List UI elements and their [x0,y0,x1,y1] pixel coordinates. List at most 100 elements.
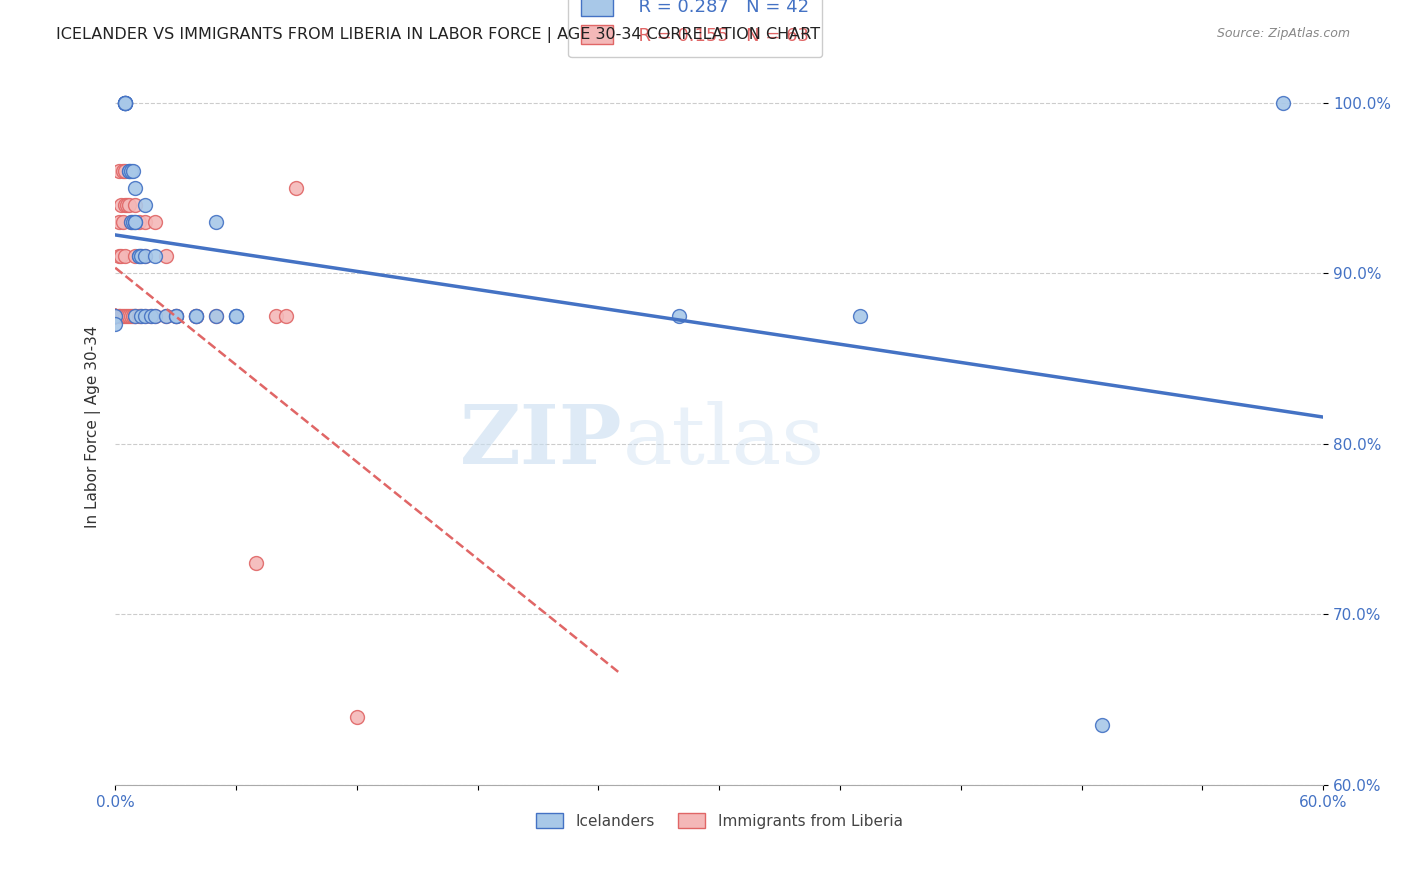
Point [110,309,132,323]
Point [131,249,153,263]
Point [124,215,146,229]
Point [114,164,136,178]
Point [120,215,142,229]
Point [165,309,187,323]
Point [114,95,136,110]
Point [134,249,156,263]
Point [114,95,136,110]
Point [120,309,142,323]
Point [104,309,127,323]
Point [114,198,136,212]
Point [128,249,150,263]
Point [104,309,127,323]
Point [145,215,167,229]
Point [112,215,135,229]
Point [134,309,156,323]
Point [141,309,163,323]
Point [104,309,127,323]
Point [245,556,267,570]
Point [346,710,368,724]
Point [184,309,207,323]
Point [124,309,146,323]
Text: atlas: atlas [623,401,825,481]
Point [108,164,131,178]
Point [118,309,141,323]
Point [104,309,127,323]
Point [104,309,127,323]
Point [108,309,131,323]
Point [104,309,127,323]
Point [124,309,146,323]
Point [849,309,872,323]
Point [205,215,228,229]
Point [155,309,177,323]
Point [117,309,139,323]
Point [120,164,142,178]
Point [225,309,247,323]
Point [104,309,127,323]
Point [155,309,177,323]
Point [141,309,163,323]
Point [205,309,228,323]
Point [118,164,141,178]
Point [131,309,153,323]
Point [117,198,139,212]
Point [128,249,150,263]
Point [108,309,131,323]
Legend: Icelanders, Immigrants from Liberia: Icelanders, Immigrants from Liberia [530,806,908,835]
Point [104,309,127,323]
Point [104,318,127,332]
Point [264,309,287,323]
Text: ZIP: ZIP [460,401,623,481]
Point [114,95,136,110]
Point [131,309,153,323]
Point [124,198,146,212]
Point [1272,95,1295,110]
Point [108,215,131,229]
Point [128,215,150,229]
Text: Source: ZipAtlas.com: Source: ZipAtlas.com [1216,27,1350,40]
Point [124,215,146,229]
Point [104,309,127,323]
Point [165,309,187,323]
Point [122,215,145,229]
Point [1091,718,1114,732]
Point [285,181,308,195]
Point [114,95,136,110]
Point [104,309,127,323]
Point [122,309,145,323]
Point [205,309,228,323]
Point [104,309,127,323]
Point [131,249,153,263]
Point [114,95,136,110]
Point [122,164,145,178]
Point [145,309,167,323]
Point [134,198,156,212]
Point [104,309,127,323]
Point [145,309,167,323]
Point [276,309,298,323]
Point [104,309,127,323]
Point [184,309,207,323]
Point [124,249,146,263]
Point [155,249,177,263]
Point [124,309,146,323]
Y-axis label: In Labor Force | Age 30-34: In Labor Force | Age 30-34 [86,326,101,528]
Point [134,249,156,263]
Point [118,164,141,178]
Point [104,309,127,323]
Point [134,309,156,323]
Point [114,309,136,323]
Point [134,215,156,229]
Point [225,309,247,323]
Point [104,309,127,323]
Point [124,181,146,195]
Point [114,95,136,110]
Point [110,249,132,263]
Point [114,249,136,263]
Point [120,215,142,229]
Point [108,249,131,263]
Text: ICELANDER VS IMMIGRANTS FROM LIBERIA IN LABOR FORCE | AGE 30-34 CORRELATION CHAR: ICELANDER VS IMMIGRANTS FROM LIBERIA IN … [56,27,820,43]
Point [184,309,207,323]
Point [104,309,127,323]
